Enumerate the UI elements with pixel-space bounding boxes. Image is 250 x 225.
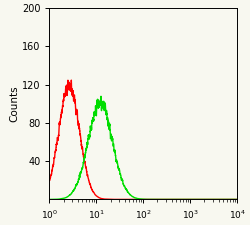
- Y-axis label: Counts: Counts: [9, 86, 19, 122]
